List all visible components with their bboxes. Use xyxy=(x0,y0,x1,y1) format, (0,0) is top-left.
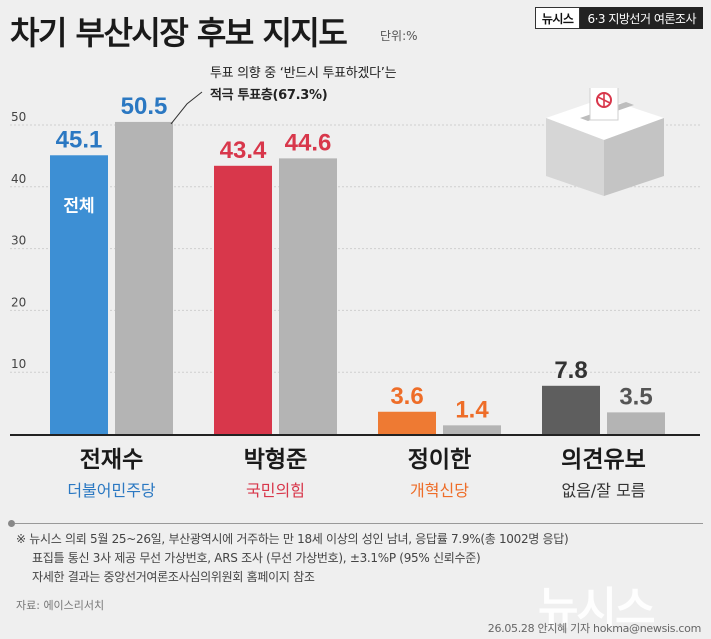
category-subtitle: 개혁신당 xyxy=(410,481,469,500)
category-subtitle: 국민의힘 xyxy=(246,481,305,500)
watermark-logo: 뉴시스 xyxy=(538,583,655,634)
value-label: 50.5 xyxy=(121,93,168,120)
value-label: 3.5 xyxy=(619,383,652,410)
news-badge: 뉴시스 6·3 지방선거 여론조사 xyxy=(534,7,703,29)
chart-panel: 10 20 30 40 50 45.1 50.5 43.4 44.6 3.6 1.4 7.8 3.5 전체… xyxy=(0,58,711,506)
header: 차기 부산시장 후보 지지도 단위:% 뉴시스 6·3 지방선거 여론조사 xyxy=(0,0,711,52)
category-subtitle: 더불어민주당 xyxy=(67,481,156,500)
survey-notes: ※ 뉴시스 의뢰 5월 25~26일, 부산광역시에 거주하는 만 18세 이상… xyxy=(16,530,569,587)
bar-active-4 xyxy=(607,412,665,434)
category-subtitle: 없음/잘 모름 xyxy=(561,481,645,500)
callout-leader-line xyxy=(170,91,203,125)
note-line-1: ※ 뉴시스 의뢰 5월 25~26일, 부산광역시에 거주하는 만 18세 이상… xyxy=(16,532,569,546)
bar-total-4 xyxy=(542,385,600,434)
category-label: 전재수 xyxy=(80,447,143,473)
value-label: 43.4 xyxy=(220,137,267,164)
note-line-2: 표집틀 통신 3사 제공 무선 가상번호, ARS 조사 (무선 가상번호), … xyxy=(32,551,481,565)
footnote-divider xyxy=(8,520,703,527)
active-voter-callout: 투표 의향 중 ‘반드시 투표하겠다’는 적극 투표층(67.3%) xyxy=(210,63,397,107)
category-label: 박형준 xyxy=(244,447,307,473)
bar-active-1 xyxy=(115,121,173,434)
value-label: 45.1 xyxy=(56,126,103,153)
category-label: 정이한 xyxy=(408,447,471,473)
y-tick-label: 20 xyxy=(11,295,26,309)
bar-chart: 10 20 30 40 50 45.1 50.5 43.4 44.6 3.6 1.4 7.8 3.5 전체… xyxy=(10,91,700,500)
source-label: 자료: 에이스리서치 xyxy=(16,599,105,612)
bar-total-3 xyxy=(378,411,436,434)
credit-line: 26.05.28 안지혜 기자 hokma@newsis.com xyxy=(487,622,702,635)
divider-dot xyxy=(8,520,15,527)
y-tick-label: 10 xyxy=(11,357,26,371)
category-label: 의견유보 xyxy=(561,447,646,473)
value-label: 1.4 xyxy=(455,396,489,423)
bar-total-1 xyxy=(50,155,108,435)
series-label-total: 전체 xyxy=(63,196,94,216)
value-label: 7.8 xyxy=(554,357,587,384)
unit-label: 단위:% xyxy=(380,29,418,43)
badge-outlet: 뉴시스 xyxy=(534,7,581,29)
bar-total-2 xyxy=(214,165,272,434)
bar-active-2 xyxy=(279,158,337,434)
callout-line-1: 투표 의향 중 ‘반드시 투표하겠다’는 xyxy=(210,66,397,81)
chart-title: 차기 부산시장 후보 지지도 xyxy=(10,14,348,52)
bar-active-3 xyxy=(443,425,501,434)
value-label: 44.6 xyxy=(285,129,332,156)
value-label: 3.6 xyxy=(390,383,423,410)
y-tick-label: 40 xyxy=(11,172,26,186)
badge-topic: 6·3 지방선거 여론조사 xyxy=(580,7,703,29)
note-line-3: 자세한 결과는 중앙선거여론조사심의위원회 홈페이지 참조 xyxy=(32,570,315,584)
y-tick-label: 50 xyxy=(11,110,26,124)
divider-line xyxy=(15,523,703,524)
y-tick-label: 30 xyxy=(11,234,26,248)
callout-line-2: 적극 투표층(67.3%) xyxy=(210,88,328,103)
ballot-box-icon xyxy=(546,88,664,196)
